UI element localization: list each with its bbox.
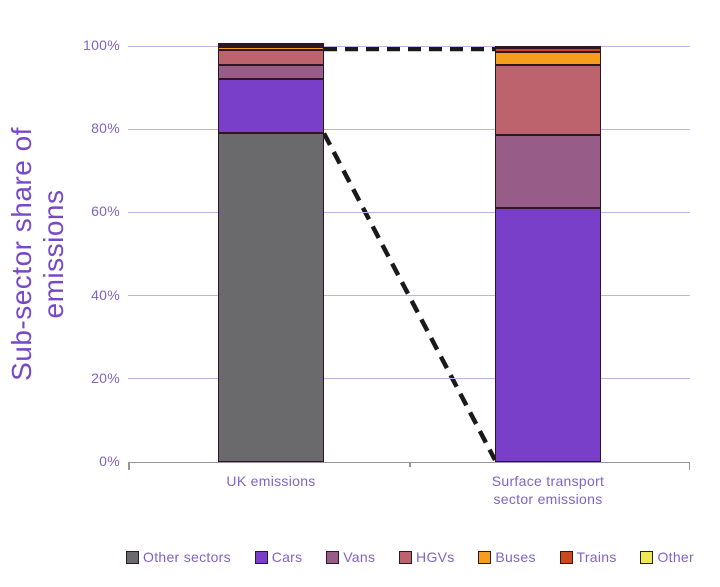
bar-segment-buses	[495, 52, 601, 65]
gridline-60	[128, 211, 690, 213]
y-tick-label-40: 40%	[91, 286, 120, 303]
legend-swatch-cars	[254, 550, 268, 564]
legend-label-hgvs: HGVs	[416, 549, 455, 565]
legend-item-hgvs: HGVs	[399, 549, 455, 565]
gridline-40	[128, 295, 690, 297]
y-axis-title-line2: emissions	[38, 189, 70, 319]
bar-segment-buses	[218, 47, 324, 50]
legend-swatch-trains	[559, 550, 573, 564]
y-tick-label-20: 20%	[91, 369, 120, 386]
bar-segment-hgvs	[218, 49, 324, 66]
x-axis-tick-2	[688, 462, 690, 470]
y-tick-label-100: 100%	[82, 37, 120, 53]
legend-swatch-vans	[326, 550, 340, 564]
gridline-100	[128, 45, 690, 47]
bar-segment-hgvs	[495, 64, 601, 136]
x-axis-tick-1	[409, 462, 411, 467]
bar-segment-trains	[218, 45, 324, 48]
bar-segment-vans	[218, 65, 324, 80]
gridline-20	[128, 378, 690, 380]
legend-label-vans: Vans	[343, 549, 376, 565]
legend-swatch-other-sectors	[126, 550, 139, 564]
legend-label-buses: Buses	[495, 549, 536, 565]
y-tick-label-80: 80%	[91, 120, 120, 137]
bar-segment-cars	[495, 208, 601, 462]
x-category-label-0: UK emissions	[226, 473, 316, 489]
plot-area	[128, 43, 690, 470]
y-tick-label-0: 0%	[99, 453, 120, 469]
legend-swatch-other	[640, 550, 654, 564]
bar-segment-other	[218, 43, 324, 46]
legend-label-other-sectors: Other sectors	[143, 549, 231, 565]
bar-segment-cars	[218, 79, 324, 134]
legend-label-other: Other	[657, 549, 694, 565]
bar-segment-trains	[495, 48, 601, 53]
bar-segment-other	[495, 46, 601, 49]
x-category-label-1: Surface transport sector emissions	[491, 473, 605, 508]
dashed-line-diagonal	[322, 132, 497, 462]
legend-swatch-buses	[478, 550, 492, 564]
legend-item-cars: Cars	[254, 549, 303, 565]
legend-label-cars: Cars	[271, 549, 303, 565]
legend-item-vans: Vans	[326, 549, 375, 565]
legend-swatch-hgvs	[399, 550, 413, 564]
legend-item-other: Other	[640, 549, 694, 565]
bar-segment-other-sectors	[218, 133, 324, 462]
bar-segment-vans	[495, 135, 601, 209]
dashed-connector-lines	[322, 46, 497, 462]
x-axis-tick-0	[128, 462, 130, 470]
legend: Other sectors Cars Vans HGVs Buses Trains Othe…	[126, 549, 694, 565]
y-axis-title: Sub-sector share of emissions	[6, 34, 74, 474]
gridline-80	[128, 128, 690, 130]
legend-item-other-sectors: Other sectors	[126, 549, 231, 565]
legend-item-buses: Buses	[478, 549, 535, 565]
y-axis-title-line1: Sub-sector share of	[6, 127, 37, 381]
bar-surface-transport-sector-emissions	[495, 46, 601, 462]
bar-uk-emissions	[218, 43, 324, 462]
legend-label-trains: Trains	[576, 549, 617, 565]
legend-item-trains: Trains	[559, 549, 617, 565]
y-tick-label-60: 60%	[91, 203, 120, 220]
